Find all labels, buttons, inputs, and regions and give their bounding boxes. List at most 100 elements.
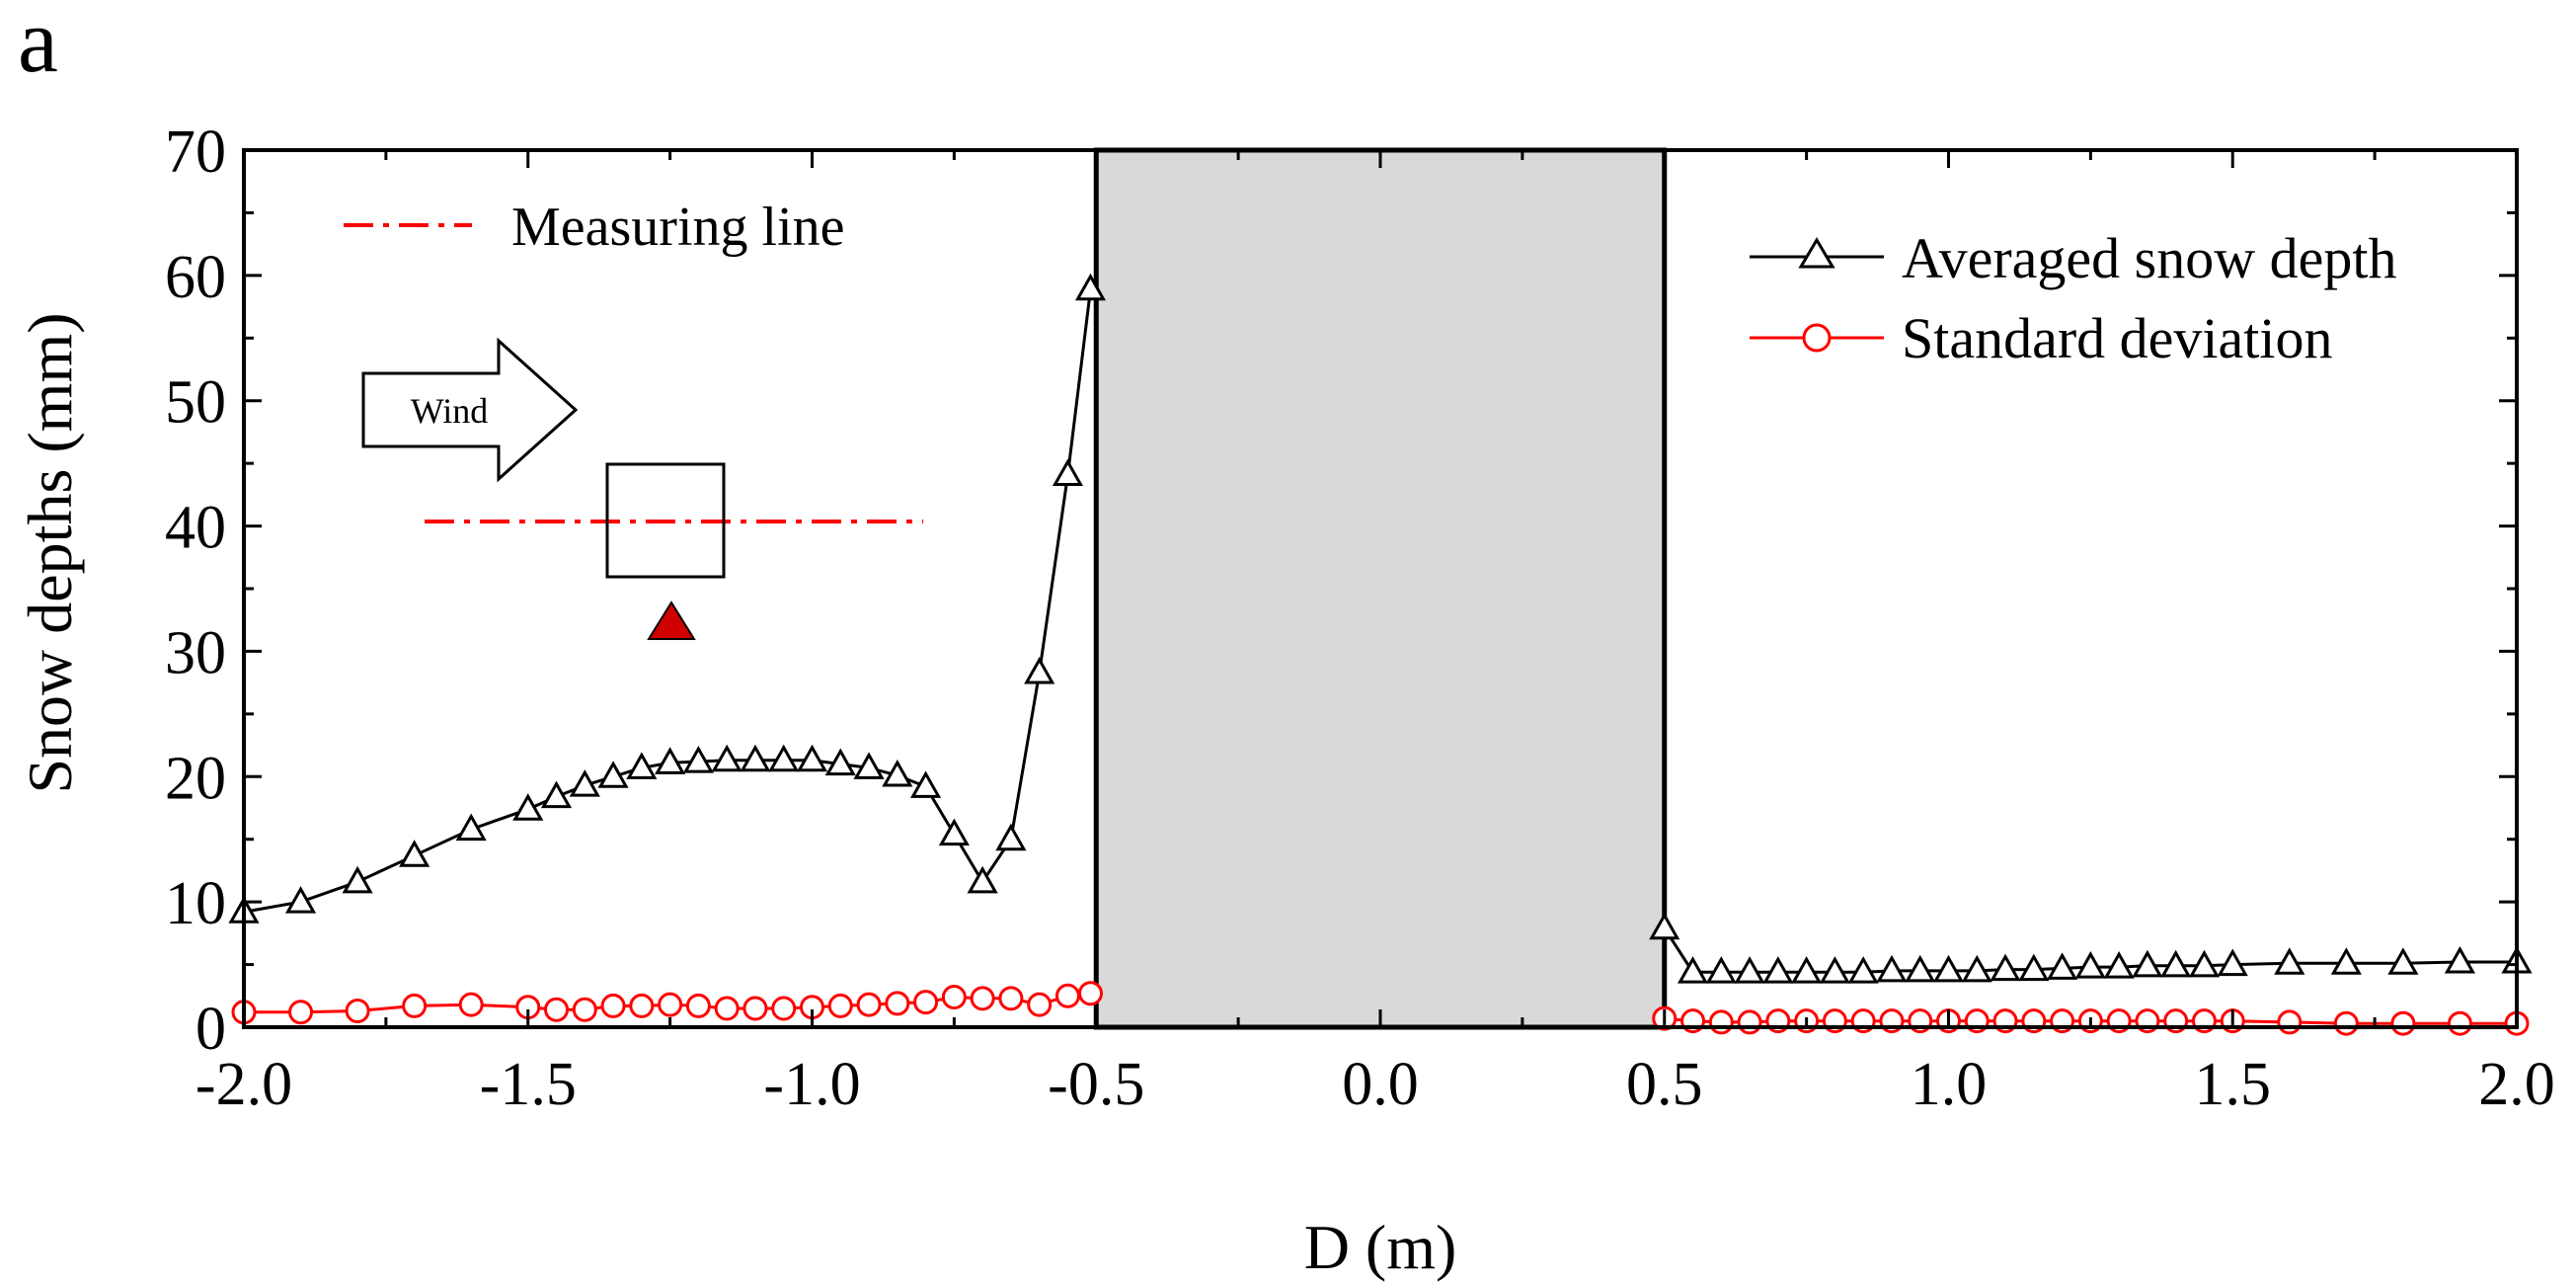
data-point-averaged bbox=[1990, 953, 2021, 982]
y-tick-label: 30 bbox=[165, 619, 226, 686]
data-point-averaged bbox=[796, 744, 828, 772]
data-point-averaged bbox=[2387, 947, 2419, 975]
data-point-averaged bbox=[284, 886, 317, 914]
data-point-averaged bbox=[626, 752, 658, 779]
data-point-stddev bbox=[345, 999, 370, 1024]
y-tick-label: 0 bbox=[195, 996, 226, 1063]
data-point-averaged bbox=[2330, 947, 2362, 975]
data-point-stddev bbox=[1077, 981, 1103, 1006]
data-point-averaged bbox=[1847, 956, 1879, 984]
data-point-averaged bbox=[1932, 954, 1965, 983]
data-point-averaged bbox=[938, 818, 970, 846]
data-point-averaged bbox=[995, 823, 1027, 851]
wind-arrow-icon bbox=[361, 337, 579, 483]
data-point-stddev bbox=[458, 992, 484, 1017]
legend: Averaged snow depth Standard deviation bbox=[1750, 226, 2396, 370]
data-point-averaged bbox=[711, 744, 742, 772]
x-tick-label: 1.0 bbox=[1911, 1051, 1988, 1118]
data-point-stddev bbox=[685, 993, 711, 1018]
data-point-stddev bbox=[544, 997, 570, 1022]
data-point-stddev bbox=[658, 992, 683, 1017]
data-point-stddev bbox=[913, 990, 939, 1015]
x-tick-label: -1.5 bbox=[480, 1051, 577, 1118]
data-point-stddev bbox=[600, 993, 626, 1018]
data-point-stddev bbox=[1027, 992, 1053, 1017]
data-point-stddev bbox=[629, 993, 655, 1018]
data-point-averaged bbox=[2217, 948, 2248, 977]
legend-marker-averaged-icon bbox=[1798, 237, 1835, 269]
data-point-averaged bbox=[1819, 956, 1850, 984]
data-point-stddev bbox=[827, 993, 853, 1018]
data-point-averaged bbox=[512, 793, 544, 821]
obstacle-top-view bbox=[605, 462, 726, 579]
data-point-averaged bbox=[910, 770, 942, 798]
data-point-stddev bbox=[2390, 1010, 2416, 1036]
x-tick-label: 0.0 bbox=[1342, 1051, 1419, 1118]
x-tick-label: 2.0 bbox=[2478, 1051, 2555, 1118]
data-point-averaged bbox=[2132, 949, 2163, 978]
data-point-averaged bbox=[740, 744, 771, 772]
data-point-averaged bbox=[882, 759, 913, 787]
data-point-stddev bbox=[1737, 1009, 1762, 1035]
data-point-averaged bbox=[399, 840, 430, 867]
data-point-stddev bbox=[288, 1000, 314, 1025]
data-point-stddev bbox=[572, 997, 597, 1022]
panel-label: a bbox=[18, 0, 58, 91]
data-point-averaged bbox=[824, 748, 856, 776]
data-point-averaged bbox=[1762, 956, 1794, 984]
y-tick-label: 60 bbox=[165, 244, 226, 311]
data-point-stddev bbox=[970, 986, 995, 1011]
legend-label-stddev: Standard deviation bbox=[1902, 306, 2333, 370]
data-point-averaged bbox=[569, 769, 600, 797]
data-point-averaged bbox=[682, 746, 714, 773]
data-point-averaged bbox=[2074, 951, 2106, 979]
data-point-averaged bbox=[342, 865, 373, 894]
y-tick-label: 70 bbox=[165, 119, 226, 186]
data-point-averaged bbox=[1734, 956, 1765, 984]
x-axis-label: D (m) bbox=[1304, 1212, 1457, 1282]
y-tick-label: 50 bbox=[165, 369, 226, 437]
data-point-stddev bbox=[856, 992, 882, 1017]
data-point-averaged bbox=[655, 747, 686, 774]
y-tick-label: 10 bbox=[165, 870, 226, 937]
data-point-averaged bbox=[768, 744, 800, 772]
data-point-stddev bbox=[742, 996, 768, 1021]
data-point-averaged bbox=[1649, 912, 1680, 940]
data-point-averaged bbox=[967, 865, 998, 894]
x-tick-label: -0.5 bbox=[1048, 1051, 1144, 1118]
obstacle-block bbox=[1093, 147, 1668, 1030]
data-point-averaged bbox=[1876, 954, 1908, 983]
y-tick-label: 40 bbox=[165, 495, 226, 562]
data-point-averaged bbox=[1052, 458, 1084, 487]
data-point-averaged bbox=[1791, 956, 1823, 984]
wind-label: Wind bbox=[411, 391, 489, 431]
data-point-averaged bbox=[2274, 947, 2305, 975]
data-point-averaged bbox=[2018, 953, 2050, 982]
data-point-averaged bbox=[2188, 949, 2221, 978]
y-tick-label: 20 bbox=[165, 745, 226, 812]
data-point-averaged bbox=[1961, 954, 1992, 983]
x-tick-label: 1.5 bbox=[2195, 1051, 2272, 1118]
x-tick-label: 0.5 bbox=[1626, 1051, 1703, 1118]
data-point-averaged bbox=[1905, 954, 1936, 983]
data-point-stddev bbox=[714, 996, 740, 1021]
data-point-averaged bbox=[1705, 956, 1737, 984]
data-point-averaged bbox=[2103, 951, 2135, 979]
data-point-stddev bbox=[2333, 1010, 2359, 1036]
position-marker-icon bbox=[647, 601, 696, 640]
data-point-averaged bbox=[2160, 949, 2192, 978]
data-point-averaged bbox=[1074, 273, 1107, 301]
data-point-stddev bbox=[402, 993, 428, 1018]
data-point-averaged bbox=[597, 761, 629, 788]
data-point-averaged bbox=[853, 752, 885, 779]
legend-marker-stddev-icon bbox=[1802, 323, 1832, 353]
x-tick-label: -1.0 bbox=[763, 1051, 860, 1118]
data-point-stddev bbox=[1054, 983, 1080, 1008]
data-point-stddev bbox=[2277, 1009, 2303, 1035]
data-point-stddev bbox=[941, 985, 967, 1010]
legend-label-averaged: Averaged snow depth bbox=[1902, 226, 2396, 290]
data-point-averaged bbox=[1024, 656, 1055, 684]
y-axis-label: Snow depths (mm) bbox=[15, 312, 85, 793]
data-point-stddev bbox=[1708, 1009, 1734, 1035]
